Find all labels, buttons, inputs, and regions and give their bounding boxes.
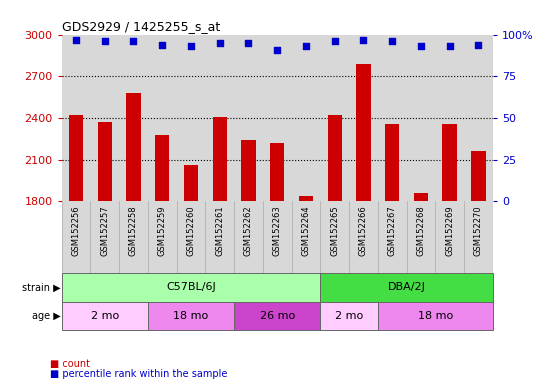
Text: 2 mo: 2 mo bbox=[335, 311, 363, 321]
Text: GSM152258: GSM152258 bbox=[129, 205, 138, 256]
Point bbox=[330, 38, 339, 44]
Text: GSM152264: GSM152264 bbox=[301, 205, 310, 256]
Text: GSM152268: GSM152268 bbox=[417, 205, 426, 256]
Bar bbox=[212, 117, 227, 202]
Point bbox=[388, 38, 396, 44]
Text: GSM152256: GSM152256 bbox=[72, 205, 81, 256]
Point bbox=[301, 43, 310, 49]
Bar bbox=[356, 64, 371, 202]
Text: strain ▶: strain ▶ bbox=[22, 282, 61, 292]
Text: C57BL/6J: C57BL/6J bbox=[166, 282, 216, 292]
Text: 18 mo: 18 mo bbox=[174, 311, 208, 321]
Text: GDS2929 / 1425255_s_at: GDS2929 / 1425255_s_at bbox=[62, 20, 220, 33]
Point bbox=[100, 38, 109, 44]
Bar bbox=[97, 122, 112, 202]
Text: ■ count: ■ count bbox=[50, 359, 90, 369]
Point bbox=[417, 43, 426, 49]
Point bbox=[273, 46, 282, 53]
Bar bbox=[69, 115, 83, 202]
Text: GSM152262: GSM152262 bbox=[244, 205, 253, 256]
Point bbox=[474, 41, 483, 48]
Bar bbox=[299, 196, 313, 202]
Bar bbox=[270, 143, 284, 202]
Text: GSM152266: GSM152266 bbox=[359, 205, 368, 256]
Point bbox=[359, 36, 368, 43]
Bar bbox=[442, 124, 457, 202]
Point bbox=[215, 40, 224, 46]
Point bbox=[72, 36, 81, 43]
Bar bbox=[234, 301, 320, 330]
Text: GSM152270: GSM152270 bbox=[474, 205, 483, 256]
Text: 18 mo: 18 mo bbox=[418, 311, 453, 321]
Bar bbox=[385, 124, 399, 202]
Text: DBA/2J: DBA/2J bbox=[388, 282, 426, 292]
Text: GSM152260: GSM152260 bbox=[186, 205, 195, 256]
Text: GSM152259: GSM152259 bbox=[158, 205, 167, 256]
Text: GSM152263: GSM152263 bbox=[273, 205, 282, 256]
Point bbox=[244, 40, 253, 46]
Bar bbox=[62, 301, 148, 330]
Point bbox=[158, 41, 167, 48]
Text: ■ percentile rank within the sample: ■ percentile rank within the sample bbox=[50, 369, 228, 379]
Point bbox=[186, 43, 195, 49]
Bar bbox=[148, 301, 234, 330]
Bar bbox=[414, 193, 428, 202]
Point bbox=[445, 43, 454, 49]
Text: GSM152257: GSM152257 bbox=[100, 205, 109, 256]
Bar bbox=[320, 301, 378, 330]
Text: age ▶: age ▶ bbox=[32, 311, 61, 321]
Point bbox=[129, 38, 138, 44]
Bar bbox=[155, 135, 169, 202]
Bar bbox=[378, 301, 493, 330]
Bar bbox=[62, 273, 320, 301]
Text: 2 mo: 2 mo bbox=[91, 311, 119, 321]
Bar bbox=[320, 273, 493, 301]
Bar bbox=[184, 165, 198, 202]
Bar bbox=[241, 140, 255, 202]
Text: GSM152261: GSM152261 bbox=[215, 205, 224, 256]
Text: 26 mo: 26 mo bbox=[260, 311, 295, 321]
Bar bbox=[472, 151, 486, 202]
Text: GSM152267: GSM152267 bbox=[388, 205, 396, 256]
Text: GSM152269: GSM152269 bbox=[445, 205, 454, 256]
Text: GSM152265: GSM152265 bbox=[330, 205, 339, 256]
Bar bbox=[328, 115, 342, 202]
Bar bbox=[127, 93, 141, 202]
